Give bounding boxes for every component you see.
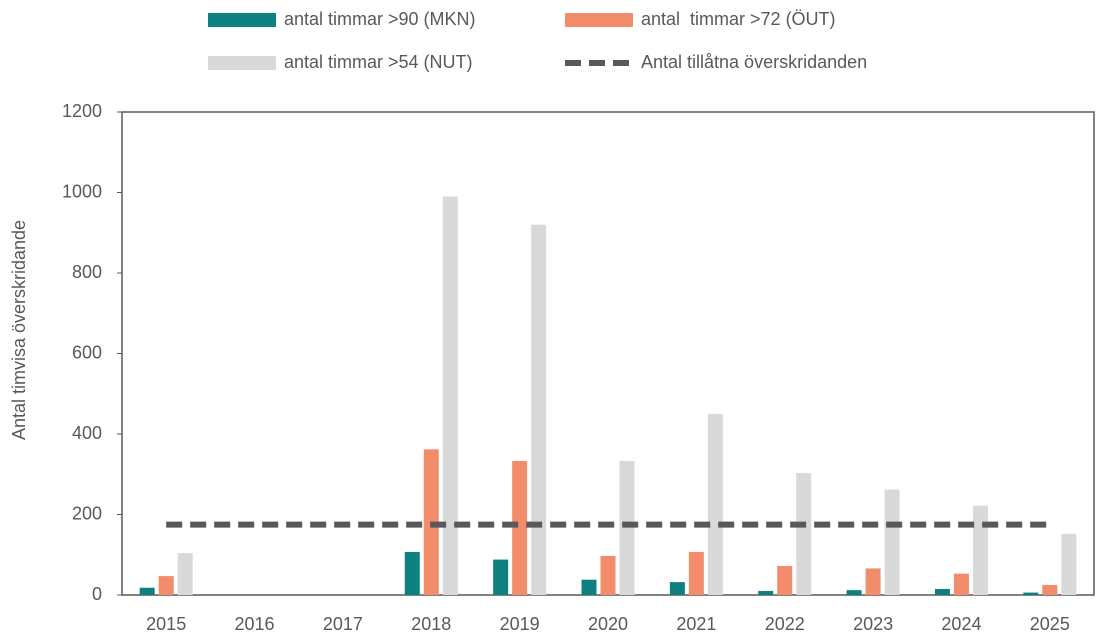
legend-label: antal timmar >54 (NUT) <box>284 52 473 72</box>
x-tick-label: 2020 <box>588 614 628 634</box>
legend-swatch <box>565 13 633 27</box>
bar <box>758 590 774 595</box>
bar <box>177 553 193 595</box>
bar <box>139 587 155 595</box>
y-tick-label: 800 <box>72 262 102 282</box>
bar <box>688 551 704 595</box>
bar <box>600 555 616 595</box>
bar <box>581 579 597 595</box>
x-tick-label: 2025 <box>1030 614 1070 634</box>
legend-label: antal timmar >72 (ÖUT) <box>641 9 836 29</box>
x-tick-label: 2018 <box>411 614 451 634</box>
legend-swatch <box>208 56 276 70</box>
y-tick-label: 0 <box>92 584 102 604</box>
bar <box>865 568 881 595</box>
x-tick-label: 2017 <box>323 614 363 634</box>
bar <box>1061 533 1077 595</box>
bar <box>158 576 174 595</box>
x-tick-label: 2019 <box>500 614 540 634</box>
bar <box>512 460 528 595</box>
legend-label: Antal tillåtna överskridanden <box>641 52 867 72</box>
bar <box>1042 584 1058 595</box>
y-tick-label: 1000 <box>62 181 102 201</box>
legend-label: antal timmar >90 (MKN) <box>284 9 476 29</box>
bar <box>442 196 458 595</box>
bar <box>884 489 900 595</box>
x-tick-label: 2022 <box>765 614 805 634</box>
x-tick-label: 2024 <box>941 614 981 634</box>
bar <box>972 505 988 595</box>
bar <box>619 460 635 595</box>
y-tick-label: 1200 <box>62 101 102 121</box>
bar <box>1023 592 1039 595</box>
y-tick-label: 400 <box>72 423 102 443</box>
bar <box>796 473 812 595</box>
bar <box>669 582 685 595</box>
x-tick-label: 2023 <box>853 614 893 634</box>
bar <box>934 588 950 595</box>
bar <box>953 573 969 595</box>
bar <box>777 566 793 595</box>
legend-swatch <box>208 13 276 27</box>
y-tick-label: 200 <box>72 503 102 523</box>
y-axis-label: Antal timvisa överskridande <box>9 220 29 440</box>
x-tick-label: 2015 <box>146 614 186 634</box>
bar <box>493 559 509 595</box>
bar <box>531 224 547 595</box>
x-tick-label: 2021 <box>676 614 716 634</box>
y-tick-label: 600 <box>72 342 102 362</box>
bar <box>404 551 420 595</box>
bar <box>846 590 862 595</box>
bar <box>707 413 723 595</box>
x-tick-label: 2016 <box>235 614 275 634</box>
